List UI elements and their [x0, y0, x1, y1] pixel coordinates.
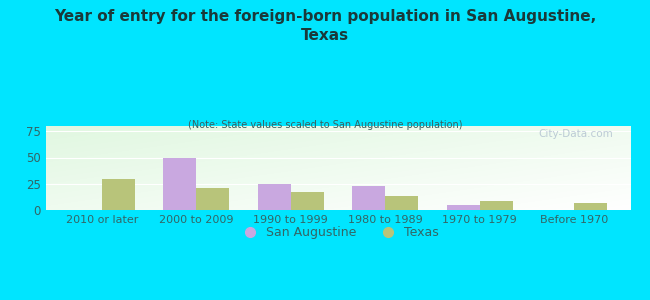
Bar	[447, 205, 480, 210]
Bar	[163, 158, 196, 210]
Bar	[196, 188, 229, 210]
Bar	[352, 186, 385, 210]
Bar	[480, 200, 513, 210]
Bar	[102, 178, 135, 210]
Bar	[385, 196, 418, 210]
Text: City-Data.com: City-Data.com	[538, 129, 613, 140]
Bar	[291, 192, 324, 210]
Text: Year of entry for the foreign-born population in San Augustine,
Texas: Year of entry for the foreign-born popul…	[54, 9, 596, 43]
Legend: San Augustine, Texas: San Augustine, Texas	[232, 221, 444, 244]
Bar	[574, 203, 607, 210]
Text: (Note: State values scaled to San Augustine population): (Note: State values scaled to San August…	[188, 120, 462, 130]
Bar	[258, 184, 291, 210]
